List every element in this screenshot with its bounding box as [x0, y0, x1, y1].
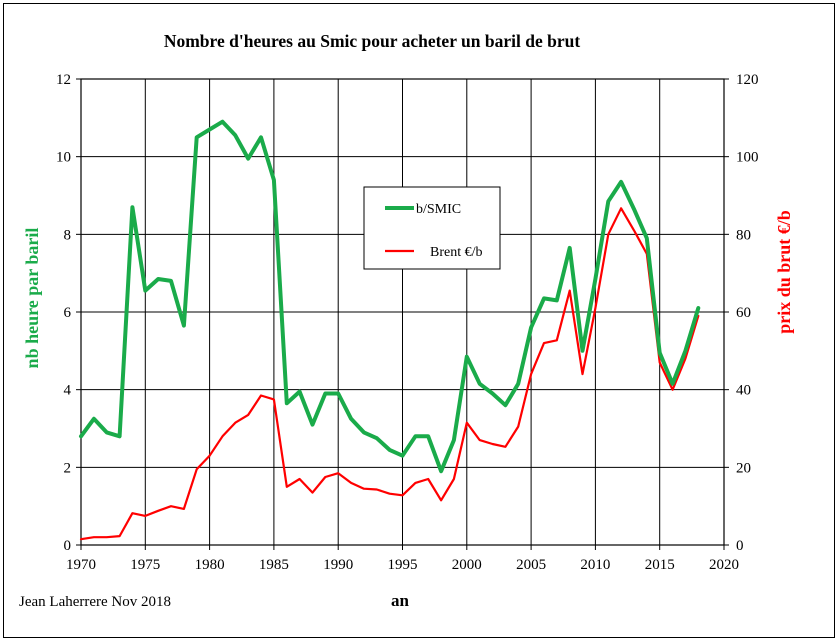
y-left-tick-label: 8 — [64, 227, 72, 243]
chart-frame — [3, 3, 835, 638]
y-left-tick-label: 12 — [56, 72, 71, 88]
y-left-tick-label: 10 — [56, 150, 71, 166]
x-tick-label: 1995 — [388, 557, 418, 573]
y-right-tick-label: 80 — [736, 227, 751, 243]
chart-title: Nombre d'heures au Smic pour acheter un … — [164, 31, 580, 51]
y-left-tick-label: 6 — [64, 305, 72, 321]
y-right-tick-label: 100 — [736, 150, 759, 166]
x-tick-label: 2015 — [645, 557, 675, 573]
x-tick-label: 1975 — [130, 557, 160, 573]
y-right-tick-label: 60 — [736, 305, 751, 321]
y-left-axis-label: nb heure par baril — [22, 228, 42, 369]
legend-label-bsmic: b/SMIC — [416, 202, 461, 217]
y-right-tick-label: 40 — [736, 383, 751, 399]
y-right-axis-label: prix du brut €/b — [774, 210, 794, 334]
y-right-tick-label: 0 — [736, 538, 744, 554]
y-right-ticks: 0 20 40 60 80 100 120 — [724, 72, 759, 554]
credit-text: Jean Laherrere Nov 2018 — [19, 594, 171, 610]
y-left-tick-label: 0 — [64, 538, 72, 554]
series-layer — [79, 119, 701, 541]
y-left-tick-label: 2 — [64, 460, 72, 476]
x-tick-label: 1980 — [195, 557, 225, 573]
x-tick-label: 1985 — [259, 557, 289, 573]
legend-box — [363, 186, 501, 270]
x-ticks: 1970 1975 1980 1985 1990 1995 2000 2005 2010 2015… — [66, 545, 739, 573]
y-left-ticks: 0 2 4 6 8 10 12 — [56, 72, 81, 554]
legend: b/SMIC Brent €/b — [363, 186, 501, 270]
series-line-bsmic — [79, 119, 701, 474]
grid — [81, 79, 724, 545]
x-tick-label: 2005 — [516, 557, 546, 573]
y-right-tick-label: 20 — [736, 460, 751, 476]
legend-label-brent: Brent €/b — [430, 245, 483, 260]
x-tick-label: 2010 — [580, 557, 610, 573]
y-right-tick-label: 120 — [736, 72, 759, 88]
y-left-tick-label: 4 — [64, 383, 72, 399]
x-tick-label: 2020 — [709, 557, 739, 573]
x-axis-label: an — [391, 591, 410, 610]
x-tick-label: 1990 — [323, 557, 353, 573]
x-tick-label: 2000 — [452, 557, 482, 573]
x-tick-label: 1970 — [66, 557, 96, 573]
